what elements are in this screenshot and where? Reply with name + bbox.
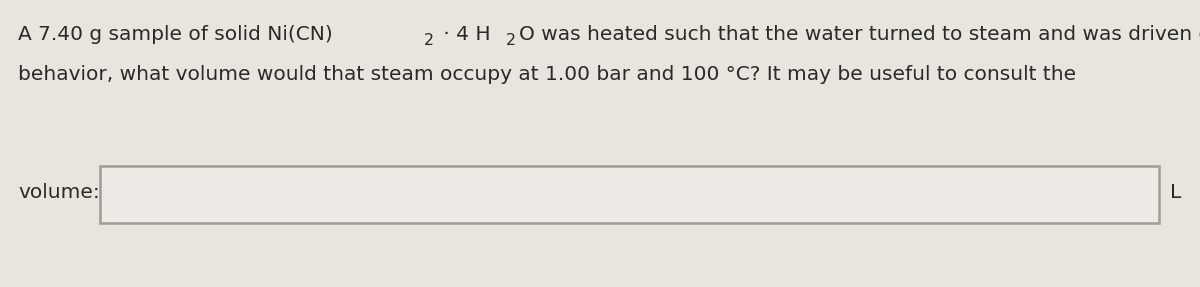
Text: behavior, what volume would that steam occupy at 1.00 bar and 100 °C? It may be : behavior, what volume would that steam o… (18, 65, 1082, 84)
Text: L: L (1170, 183, 1181, 201)
Text: · 4 H: · 4 H (437, 25, 491, 44)
FancyBboxPatch shape (98, 165, 1162, 225)
Text: 2: 2 (424, 33, 434, 48)
Text: 2: 2 (506, 33, 516, 48)
Text: volume:: volume: (18, 183, 100, 201)
Text: O was heated such that the water turned to steam and was driven off. Assuming id: O was heated such that the water turned … (520, 25, 1200, 44)
Text: A 7.40 g sample of solid Ni(CN): A 7.40 g sample of solid Ni(CN) (18, 25, 332, 44)
FancyBboxPatch shape (101, 167, 1159, 223)
